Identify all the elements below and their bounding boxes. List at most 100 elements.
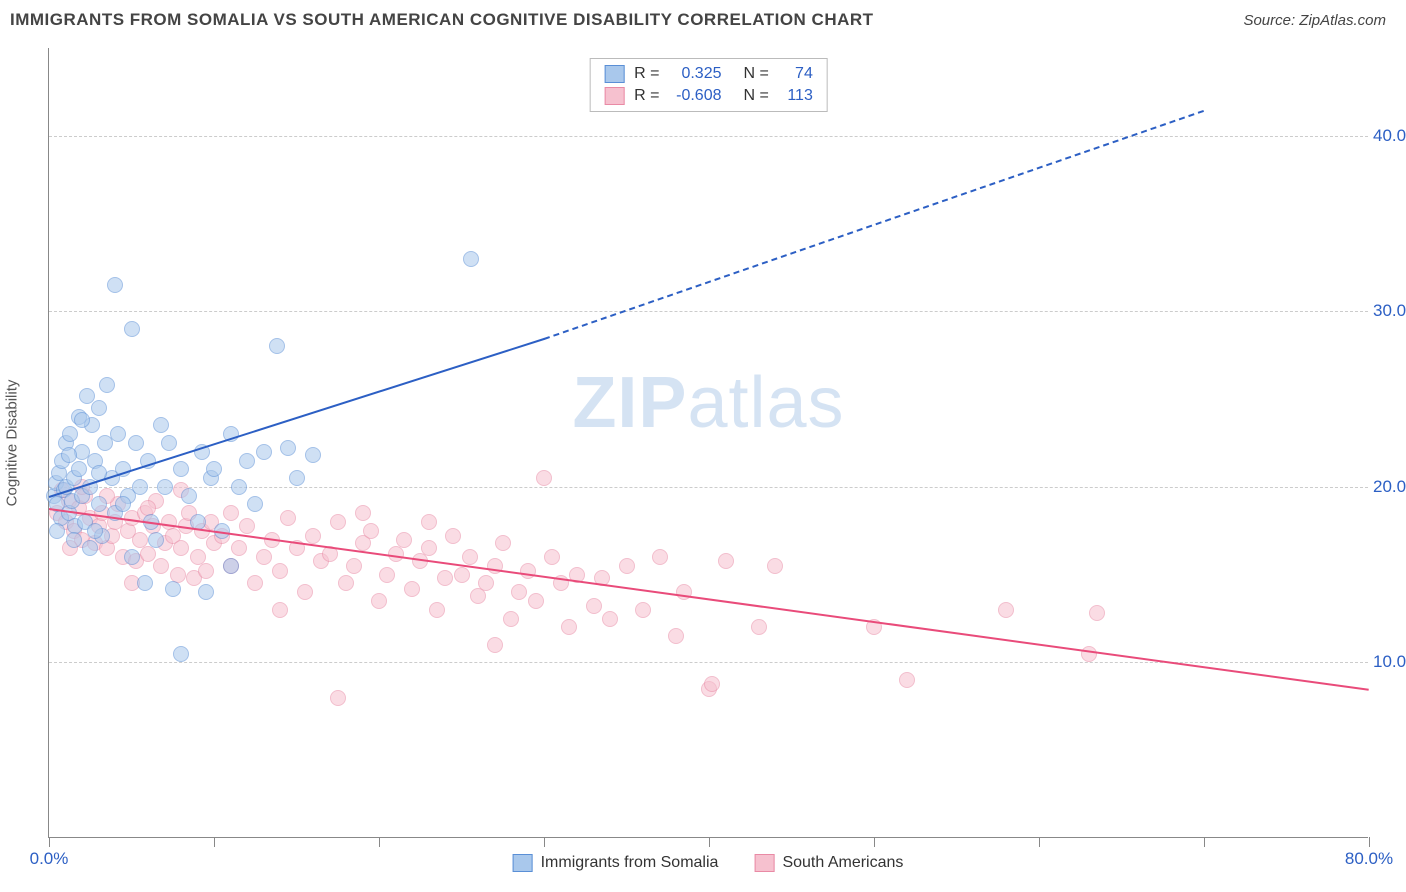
data-point-blue bbox=[87, 523, 103, 539]
n-label: N = bbox=[744, 65, 769, 83]
chart-area: Cognitive Disability ZIPatlas R =0.325N … bbox=[48, 48, 1368, 838]
data-point-pink bbox=[437, 570, 453, 586]
r-label: R = bbox=[634, 65, 659, 83]
x-tick bbox=[544, 837, 545, 847]
data-point-blue bbox=[256, 444, 272, 460]
data-point-pink bbox=[511, 584, 527, 600]
data-point-blue bbox=[269, 338, 285, 354]
data-point-blue bbox=[463, 251, 479, 267]
data-point-pink bbox=[528, 593, 544, 609]
data-point-blue bbox=[206, 461, 222, 477]
data-point-blue bbox=[49, 523, 65, 539]
watermark-rest: atlas bbox=[687, 363, 844, 443]
data-point-pink bbox=[247, 575, 263, 591]
watermark-bold: ZIP bbox=[572, 363, 687, 443]
data-point-blue bbox=[173, 646, 189, 662]
data-point-pink bbox=[462, 549, 478, 565]
y-tick-label: 30.0% bbox=[1373, 301, 1406, 321]
data-point-blue bbox=[157, 479, 173, 495]
data-point-blue bbox=[239, 453, 255, 469]
data-point-blue bbox=[231, 479, 247, 495]
gridline bbox=[49, 311, 1368, 312]
stats-row: R =-0.608N =113 bbox=[604, 85, 813, 107]
data-point-pink bbox=[478, 575, 494, 591]
data-point-pink bbox=[1089, 605, 1105, 621]
data-point-pink bbox=[751, 619, 767, 635]
data-point-pink bbox=[223, 505, 239, 521]
data-point-pink bbox=[305, 528, 321, 544]
x-tick bbox=[379, 837, 380, 847]
r-value: 0.325 bbox=[670, 65, 722, 83]
data-point-blue bbox=[173, 461, 189, 477]
data-point-blue bbox=[132, 479, 148, 495]
data-point-pink bbox=[520, 563, 536, 579]
data-point-blue bbox=[223, 558, 239, 574]
data-point-pink bbox=[256, 549, 272, 565]
data-point-pink bbox=[330, 690, 346, 706]
data-point-blue bbox=[181, 488, 197, 504]
data-point-blue bbox=[91, 496, 107, 512]
data-point-pink bbox=[635, 602, 651, 618]
data-point-pink bbox=[231, 540, 247, 556]
data-point-pink bbox=[338, 575, 354, 591]
data-point-blue bbox=[99, 377, 115, 393]
data-point-blue bbox=[289, 470, 305, 486]
data-point-pink bbox=[718, 553, 734, 569]
data-point-pink bbox=[363, 523, 379, 539]
data-point-blue bbox=[82, 540, 98, 556]
legend-label: South Americans bbox=[782, 854, 903, 872]
data-point-pink bbox=[330, 514, 346, 530]
y-tick-label: 40.0% bbox=[1373, 126, 1406, 146]
data-point-pink bbox=[586, 598, 602, 614]
data-point-pink bbox=[652, 549, 668, 565]
data-point-blue bbox=[91, 400, 107, 416]
legend-swatch bbox=[513, 854, 533, 872]
data-point-pink bbox=[899, 672, 915, 688]
data-point-pink bbox=[388, 546, 404, 562]
data-point-pink bbox=[454, 567, 470, 583]
n-value: 74 bbox=[779, 65, 813, 83]
data-point-pink bbox=[544, 549, 560, 565]
data-point-pink bbox=[173, 540, 189, 556]
data-point-blue bbox=[74, 412, 90, 428]
x-tick bbox=[214, 837, 215, 847]
data-point-blue bbox=[62, 426, 78, 442]
n-label: N = bbox=[744, 87, 769, 105]
legend-item: South Americans bbox=[754, 854, 903, 872]
y-tick-label: 20.0% bbox=[1373, 477, 1406, 497]
data-point-blue bbox=[124, 549, 140, 565]
x-tick-label: 80.0% bbox=[1345, 849, 1393, 869]
x-tick bbox=[49, 837, 50, 847]
data-point-blue bbox=[165, 581, 181, 597]
stats-row: R = 0.325 N = 74 bbox=[604, 63, 813, 85]
legend-swatch bbox=[754, 854, 774, 872]
data-point-pink bbox=[346, 558, 362, 574]
data-point-blue bbox=[198, 584, 214, 600]
data-point-pink bbox=[153, 558, 169, 574]
data-point-pink bbox=[445, 528, 461, 544]
data-point-pink bbox=[429, 602, 445, 618]
data-point-pink bbox=[704, 676, 720, 692]
x-tick-label: 0.0% bbox=[30, 849, 69, 869]
n-value: 113 bbox=[779, 87, 813, 105]
data-point-blue bbox=[247, 496, 263, 512]
legend-label: Immigrants from Somalia bbox=[541, 854, 719, 872]
data-point-pink bbox=[404, 581, 420, 597]
data-point-pink bbox=[619, 558, 635, 574]
data-point-pink bbox=[198, 563, 214, 579]
x-tick bbox=[874, 837, 875, 847]
data-point-pink bbox=[280, 510, 296, 526]
data-point-blue bbox=[280, 440, 296, 456]
watermark: ZIPatlas bbox=[572, 362, 844, 444]
legend-swatch bbox=[604, 87, 624, 105]
data-point-pink bbox=[355, 505, 371, 521]
data-point-blue bbox=[137, 575, 153, 591]
y-axis-title: Cognitive Disability bbox=[4, 380, 21, 507]
data-point-pink bbox=[767, 558, 783, 574]
legend: Immigrants from Somalia South Americans bbox=[513, 854, 904, 872]
data-point-blue bbox=[128, 435, 144, 451]
data-point-pink bbox=[297, 584, 313, 600]
data-point-blue bbox=[115, 496, 131, 512]
plot-region: ZIPatlas R =0.325N =74R =-0.608N =113 10… bbox=[48, 48, 1368, 838]
data-point-pink bbox=[998, 602, 1014, 618]
